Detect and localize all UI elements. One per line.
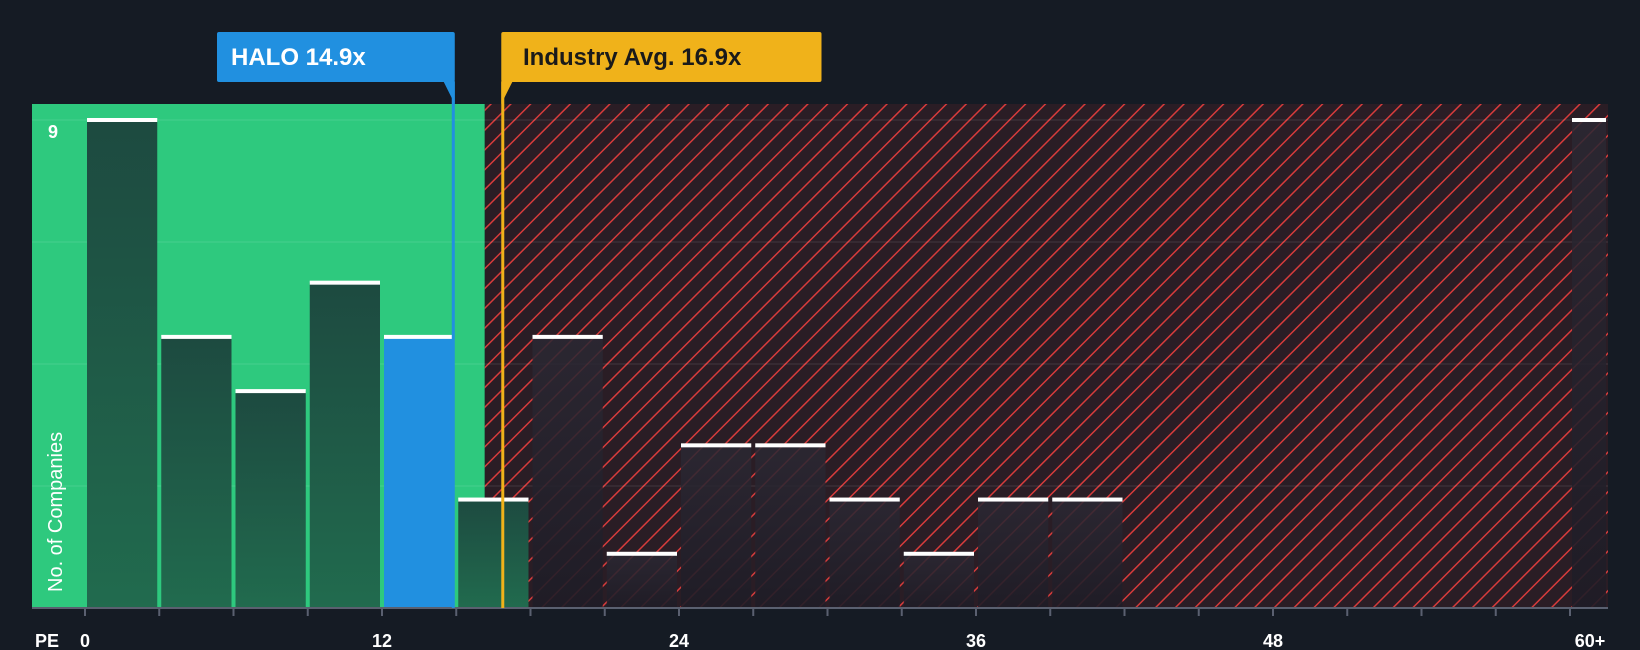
histogram-bar-cap — [606, 551, 677, 556]
histogram-bar — [309, 282, 380, 608]
histogram-bar — [681, 445, 752, 608]
x-tick-label: 60+ — [1575, 631, 1606, 650]
histogram-bar-cap — [1572, 118, 1606, 122]
subject-callout-label: HALO 14.9x — [231, 44, 366, 71]
x-tick-label: 48 — [1263, 631, 1283, 650]
histogram-bar — [606, 553, 677, 608]
x-tick-label: 0 — [80, 631, 90, 650]
bars — [87, 118, 1606, 608]
histogram-bar-cap — [384, 334, 455, 339]
industry-callout-box — [501, 32, 822, 82]
histogram-bar — [532, 336, 603, 608]
x-axis-label: PE — [35, 631, 59, 650]
subject-callout-pointer — [443, 81, 455, 104]
x-tick-label: 24 — [669, 631, 689, 650]
histogram-bar — [161, 336, 232, 608]
x-tick-label: 36 — [966, 631, 986, 650]
histogram-bar-cap — [532, 334, 603, 339]
callouts: HALO 14.9x Industry Avg. 16.9x — [217, 32, 822, 104]
histogram-bar — [87, 120, 158, 608]
histogram-bar — [458, 499, 529, 608]
subject-callout-box — [217, 32, 455, 82]
histogram-bar-cap — [829, 497, 900, 502]
histogram-bar — [384, 336, 455, 608]
histogram-bar — [755, 445, 826, 608]
histogram-bar-cap — [87, 118, 158, 122]
industry-callout-label: Industry Avg. 16.9x — [523, 44, 742, 71]
histogram-bar — [1052, 499, 1123, 608]
histogram-bar-cap — [681, 443, 752, 448]
histogram-bar-cap — [309, 280, 380, 285]
x-tick-label: 12 — [372, 631, 392, 650]
histogram-bar — [235, 391, 306, 608]
histogram-bar-cap — [161, 334, 232, 339]
histogram-bar — [903, 553, 974, 608]
industry-callout-pointer — [501, 81, 513, 104]
reference-lines — [451, 82, 505, 608]
histogram-bar — [829, 499, 900, 608]
x-axis-ticks: 0 12 24 36 48 60+ — [80, 608, 1605, 650]
histogram-bar-cap — [235, 389, 306, 394]
histogram-bar-cap — [458, 497, 529, 502]
y-axis-label: No. of Companies — [45, 432, 67, 592]
histogram-bar-cap — [903, 551, 974, 556]
histogram-bar — [1572, 120, 1606, 608]
y-tick-label: 9 — [48, 122, 58, 142]
histogram-bar-cap — [1052, 497, 1123, 502]
histogram-bar-cap — [755, 443, 826, 448]
histogram-bar-cap — [978, 497, 1049, 502]
histogram-bar — [978, 499, 1049, 608]
